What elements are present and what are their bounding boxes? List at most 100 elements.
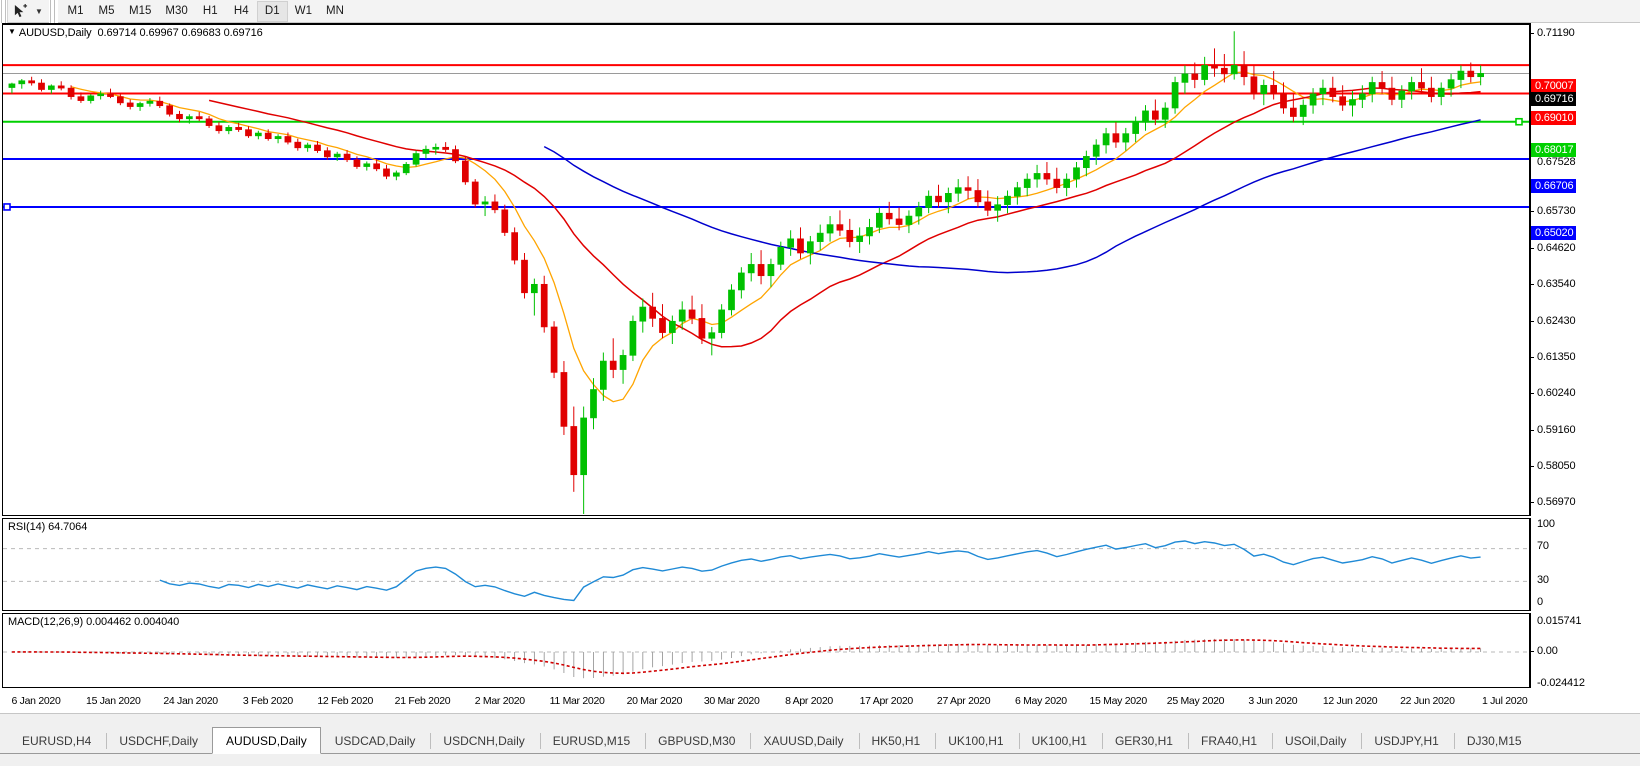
chart-area: ▼ AUDUSD,Daily 0.69714 0.69967 0.69683 0.… [0,23,1640,713]
level-tag-support-66706[interactable]: 0.66706 [1531,179,1577,193]
timeframe-m5[interactable]: M5 [98,5,115,17]
chart-tab-xauusd-daily[interactable]: XAUUSD,Daily [749,727,857,754]
rsi-tick-label: 0 [1537,596,1543,608]
macd-svg [3,638,1529,679]
rsi-scale[interactable]: 100 70 30 0 [1530,518,1640,611]
rsi-label: RSI(14) 64.7064 [8,521,88,533]
macd-axis-line [1530,613,1531,688]
chart-tab-uk100-h1[interactable]: UK100,H1 [934,727,1017,754]
time-axis-label: 20 Mar 2020 [626,695,683,707]
timeframe-toolbar: ▼ M1 M5 M15 M30 H1 H4 D1 W1 MN [0,0,1640,23]
price-tick-label: 0.61350 [1537,351,1576,363]
price-pane[interactable]: ▼ AUDUSD,Daily 0.69714 0.69967 0.69683 0.… [2,23,1530,516]
level-tag-support-65020[interactable]: 0.65020 [1531,226,1577,240]
toolbar-drag-handle[interactable] [0,0,8,23]
price-scale[interactable]: 0.71190 0.65730 0.64620 0.63540 0.62430 0.613… [1530,23,1640,581]
chart-tab-gbpusd-m30[interactable]: GBPUSD,M30 [644,727,749,754]
chart-tab-eurusd-h4[interactable]: EURUSD,H4 [22,734,92,748]
price-tick-label: 0.65730 [1537,205,1576,217]
chart-tab-audusd-daily[interactable]: AUDUSD,Daily [212,727,321,754]
timeframe-w1[interactable]: W1 [294,5,312,17]
timeframe-h1[interactable]: H1 [202,5,218,17]
macd-tick-label: 0.015741 [1537,615,1582,627]
rsi-tick-label: 100 [1537,518,1555,530]
time-axis-label: 22 Jun 2020 [1400,695,1455,707]
chart-tab-usdjpy-h1[interactable]: USDJPY,H1 [1360,727,1452,754]
chart-tab-usdcnh-daily[interactable]: USDCNH,Daily [429,727,538,754]
tick-label-67528: 0.67528 [1537,156,1576,168]
time-axis-label: 17 Apr 2020 [859,695,914,707]
ohlc-values: 0.69714 0.69967 0.69683 0.69716 [97,27,263,39]
macd-pane[interactable]: MACD(12,26,9) 0.004462 0.004040 [2,613,1530,688]
chart-tabbar: EURUSD,H4 USDCHF,Daily AUDUSD,Daily USDCAD,… [0,713,1640,766]
time-axis[interactable]: 6 Jan 2020 15 Jan 2020 24 Jan 2020 3 Feb 20… [2,690,1530,713]
timeframe-m30[interactable]: M30 [165,5,188,17]
chart-tab-ger30-h1[interactable]: GER30,H1 [1101,727,1187,754]
chart-tab-hk50-h1[interactable]: HK50,H1 [858,727,935,754]
price-axis-line [1530,23,1531,516]
chart-tab-dj30-m15[interactable]: DJ30,M15 [1453,727,1536,754]
chart-tab-list: EURUSD,H4 USDCHF,Daily AUDUSD,Daily USDCAD,… [8,727,1536,754]
collapse-caret-icon[interactable]: ▼ [8,27,16,36]
rsi-tick-label: 30 [1537,574,1549,586]
time-axis-label: 12 Feb 2020 [317,695,374,707]
macd-tick [1530,651,1534,652]
chart-tab-usdcad-daily[interactable]: USDCAD,Daily [334,734,416,748]
time-axis-label: 15 Jan 2020 [86,695,141,707]
price-plot [3,25,1529,515]
macd-tick-label: -0.024412 [1537,677,1585,689]
time-axis-label: 24 Jan 2020 [163,695,218,707]
chart-tab-fra40-h1[interactable]: FRA40,H1 [1187,727,1271,754]
rsi-svg [3,540,1529,602]
timeframe-m1[interactable]: M1 [67,5,84,17]
chart-tab-usoil-daily[interactable]: USOil,Daily [1271,727,1360,754]
chart-tab-uk100-h1[interactable]: UK100,H1 [1018,727,1101,754]
level-tag-resistance-70007[interactable]: 0.70007 [1531,79,1577,93]
price-tick-label: 0.62430 [1537,315,1576,327]
price-tick [1530,393,1534,394]
price-tick-label: 0.59160 [1537,424,1576,436]
price-tick-label: 0.60240 [1537,387,1576,399]
time-axis-label: 3 Feb 2020 [242,695,293,707]
macd-tick-label: 0.00 [1537,645,1558,657]
toolbar-separator [49,0,58,23]
time-axis-label: 12 Jun 2020 [1322,695,1378,707]
time-axis-label: 27 Apr 2020 [936,695,991,707]
time-axis-label: 2 Mar 2020 [474,695,525,707]
cursor-dropdown-icon[interactable]: ▼ [35,6,43,16]
candlestick-svg [3,31,1529,514]
timeframe-mn[interactable]: MN [326,5,344,17]
time-axis-label: 15 May 2020 [1089,695,1147,707]
price-tag-current[interactable]: 0.69716 [1531,92,1577,106]
tabbar-underline [0,753,1640,754]
rsi-pane[interactable]: RSI(14) 64.7064 [2,518,1530,611]
timeframe-d1[interactable]: D1 [256,0,288,22]
rsi-axis-line [1530,518,1531,611]
time-axis-label: 6 May 2020 [1014,695,1067,707]
chart-tab-usdchf-daily[interactable]: USDCHF,Daily [105,727,212,754]
time-axis-label: 3 Jun 2020 [1248,695,1298,707]
chart-tab-eurusd-m15[interactable]: EURUSD,M15 [539,727,644,754]
symbol-timeframe-label: AUDUSD,Daily [18,27,92,39]
price-tick [1530,248,1534,249]
time-axis-label: 30 Mar 2020 [703,695,760,707]
price-tick [1530,33,1534,34]
time-axis-label: 8 Apr 2020 [785,695,833,707]
timeframe-h4[interactable]: H4 [233,5,249,17]
timeframe-m15[interactable]: M15 [129,5,152,17]
level-tag-resistance-69010[interactable]: 0.69010 [1531,111,1577,125]
crosshair-cursor-icon[interactable] [8,0,32,23]
level-tag-support-68017[interactable]: 0.68017 [1531,143,1577,157]
price-tick-label: 0.58050 [1537,460,1576,472]
price-tick-label: 0.64620 [1537,242,1576,254]
price-tick [1530,357,1534,358]
price-tick [1530,502,1534,503]
macd-scale[interactable]: 0.015741 0.00 -0.024412 [1530,613,1640,689]
price-tick [1530,430,1534,431]
rsi-tick-label: 70 [1537,540,1549,552]
price-pane-label: ▼ AUDUSD,Daily 0.69714 0.69967 0.69683 0.… [8,27,263,39]
price-tick-label: 0.63540 [1537,278,1576,290]
price-tick [1530,284,1534,285]
price-tick [1530,466,1534,467]
